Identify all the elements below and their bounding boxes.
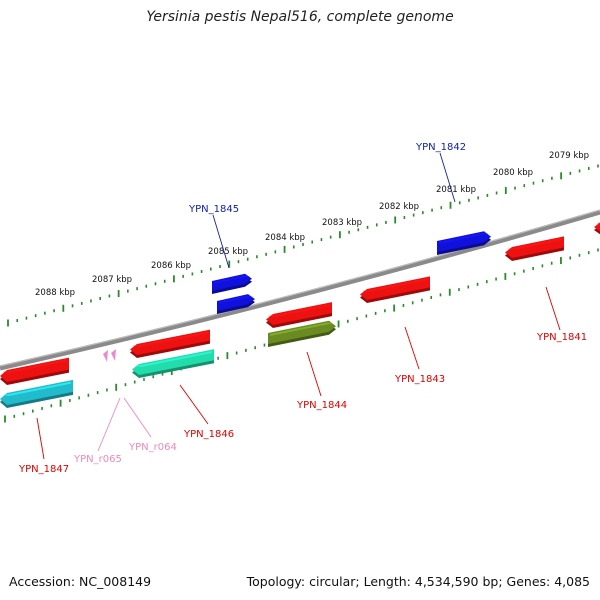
gene-ypn-1845-a-highlight <box>214 275 250 284</box>
gene-ypn-1844-cds-highlight <box>268 303 330 317</box>
accession-text: Accession: NC_008149 <box>9 574 152 589</box>
gene-ypn-1845-b <box>217 294 255 314</box>
gene-ypn-1846-cds-highlight <box>132 331 208 347</box>
gene-ypn-r065-r064-markers <box>103 349 116 362</box>
connector-ypn-1841 <box>545 286 561 331</box>
gene-ypn-1842 <box>437 231 491 255</box>
gene-edge-fragment-body <box>594 220 600 232</box>
gene-ypn-1845-a-body <box>212 273 252 291</box>
connector-ypn-1843 <box>404 326 420 370</box>
connector-ypn-r065 <box>97 397 121 452</box>
gene-labels: YPN_1847 YPN_r065 YPN_r064 YPN_1846 YPN_… <box>18 142 587 475</box>
gene-ypn-1841-highlight <box>507 238 562 250</box>
connector-ypn-1845 <box>212 214 230 269</box>
scale-label: 2080 kbp <box>493 168 533 178</box>
gene-edge-fragment <box>594 220 600 235</box>
scale-label: 2082 kbp <box>379 202 419 212</box>
scale-label: 2085 kbp <box>208 247 248 257</box>
gene-ypn-1847-cds-highlight <box>2 359 67 373</box>
label-connectors <box>36 152 561 460</box>
gene-ypn-1846-cds <box>130 329 210 358</box>
connector-ypn-r064 <box>123 397 152 438</box>
gene-ypn-1844-rna-highlight <box>270 322 334 336</box>
gene-ypn-1843 <box>360 276 430 303</box>
topology-text: Topology: circular; Length: 4,534,590 bp… <box>246 574 590 589</box>
gene-ypn-1847-rna <box>0 379 73 408</box>
gene-ypn-r064-mark <box>111 349 116 361</box>
gene-label-ypn-1847[interactable]: YPN_1847 <box>18 464 69 475</box>
gene-ypn-1842-highlight <box>439 233 489 244</box>
gene-label-ypn-r064[interactable]: YPN_r064 <box>128 442 177 453</box>
connector-ypn-1846 <box>179 384 209 425</box>
gene-ypn-1847-rna-highlight <box>2 381 71 396</box>
gene-features <box>0 220 600 408</box>
scale-label: 2087 kbp <box>92 275 132 285</box>
scale-labels: 2088 kbp 2087 kbp 2086 kbp 2085 kbp 2084… <box>35 151 589 298</box>
gene-label-ypn-1842[interactable]: YPN_1842 <box>415 142 466 153</box>
gene-ypn-1845-b-body <box>217 294 255 311</box>
gene-label-ypn-1841[interactable]: YPN_1841 <box>536 332 587 343</box>
gene-ypn-1846-rna <box>132 349 214 378</box>
gene-ypn-1845-a <box>212 273 252 294</box>
connector-ypn-1842 <box>439 152 456 203</box>
gene-ypn-1844-rna <box>268 320 336 347</box>
connector-ypn-1847 <box>36 417 45 460</box>
gene-edge-fragment-highlight <box>596 222 600 225</box>
scale-label: 2079 kbp <box>549 151 589 161</box>
gene-label-ypn-1844[interactable]: YPN_1844 <box>296 400 347 411</box>
scale-label: 2088 kbp <box>35 288 75 298</box>
gene-label-ypn-1845[interactable]: YPN_1845 <box>188 204 239 215</box>
gene-label-ypn-r065[interactable]: YPN_r065 <box>73 454 122 465</box>
scale-ruler-outer <box>7 164 599 327</box>
connector-ypn-1844 <box>306 351 322 397</box>
gene-label-ypn-1843[interactable]: YPN_1843 <box>394 374 445 385</box>
genome-backbone <box>0 209 600 371</box>
gene-ypn-1846-rna-highlight <box>134 350 212 367</box>
gene-ypn-1845-b-highlight <box>219 295 253 304</box>
gene-label-ypn-1846[interactable]: YPN_1846 <box>183 429 234 440</box>
gene-ypn-1844-rna-body <box>268 320 336 344</box>
gene-ypn-1841 <box>505 236 564 261</box>
scale-label: 2086 kbp <box>151 261 191 271</box>
scale-label: 2081 kbp <box>436 185 476 195</box>
gene-ypn-1842-body <box>437 231 491 252</box>
genome-backbone-highlight <box>0 209 600 367</box>
gene-ypn-1844-cds <box>266 302 332 328</box>
scale-label: 2083 kbp <box>322 218 362 228</box>
gene-ypn-1847-cds <box>0 357 69 385</box>
gene-ypn-1843-highlight <box>362 278 428 292</box>
scale-label: 2084 kbp <box>265 233 305 243</box>
gene-ypn-r065-mark <box>103 350 108 362</box>
genome-title: Yersinia pestis Nepal516, complete genom… <box>146 9 454 25</box>
